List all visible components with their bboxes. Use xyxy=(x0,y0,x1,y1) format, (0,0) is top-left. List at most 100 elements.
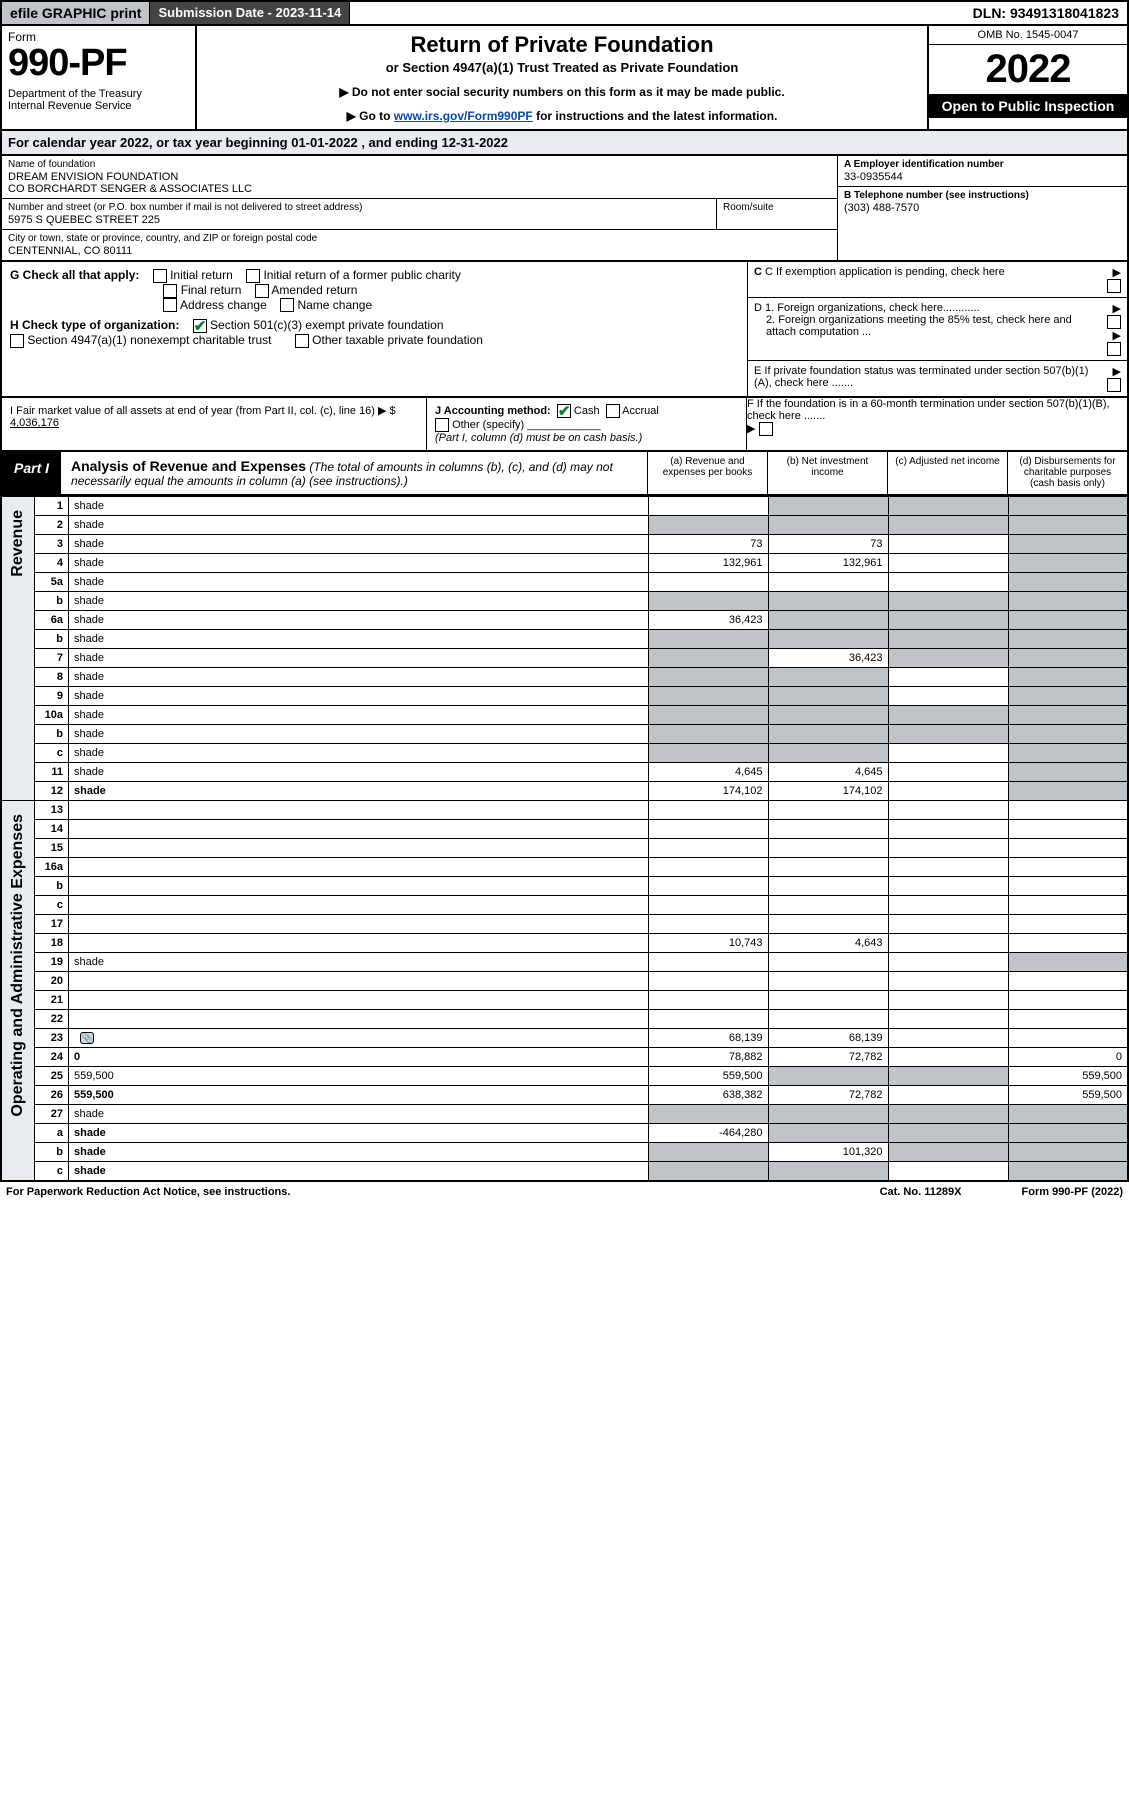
line-desc xyxy=(69,839,649,858)
cell-d xyxy=(1008,934,1128,953)
h-opt-3: Other taxable private foundation xyxy=(312,333,483,347)
line-desc: shade xyxy=(69,744,649,763)
f-label: F If the foundation is in a 60-month ter… xyxy=(747,398,1127,422)
table-row: Revenue1shade xyxy=(1,497,1128,516)
footer-mid: Cat. No. 11289X xyxy=(290,1186,1021,1198)
line-desc: shade xyxy=(69,1105,649,1124)
line-desc: shade xyxy=(69,1124,649,1143)
line-number: 21 xyxy=(35,991,69,1010)
line-number: 15 xyxy=(35,839,69,858)
checkbox-c[interactable] xyxy=(1107,279,1121,293)
line-desc xyxy=(69,801,649,820)
h-row: H Check type of organization: Section 50… xyxy=(10,318,739,348)
checkbox-initial-former[interactable] xyxy=(246,269,260,283)
cell-c xyxy=(888,877,1008,896)
cell-b xyxy=(768,725,888,744)
line-desc xyxy=(69,991,649,1010)
cell-a xyxy=(648,877,768,896)
cell-b xyxy=(768,820,888,839)
ein-label: A Employer identification number xyxy=(844,159,1121,170)
cell-b xyxy=(768,668,888,687)
cell-b xyxy=(768,1105,888,1124)
part1-title-cell: Analysis of Revenue and Expenses (The to… xyxy=(61,452,647,494)
table-row: 12shade174,102174,102 xyxy=(1,782,1128,801)
cell-a xyxy=(648,592,768,611)
attachment-icon[interactable]: 📎 xyxy=(80,1032,94,1044)
checkbox-f[interactable] xyxy=(759,422,773,436)
table-row: 2shade xyxy=(1,516,1128,535)
line-desc: shade xyxy=(69,535,649,554)
open-to-public: Open to Public Inspection xyxy=(929,94,1127,118)
table-row: Operating and Administrative Expenses13 xyxy=(1,801,1128,820)
cell-d xyxy=(1008,839,1128,858)
line-number: 1 xyxy=(35,497,69,516)
checkbox-4947[interactable] xyxy=(10,334,24,348)
ein-cell: A Employer identification number 33-0935… xyxy=(838,156,1127,187)
cell-a xyxy=(648,991,768,1010)
cell-b: 132,961 xyxy=(768,554,888,573)
cell-a: -464,280 xyxy=(648,1124,768,1143)
checkbox-501c3[interactable] xyxy=(193,319,207,333)
checkbox-cash[interactable] xyxy=(557,404,571,418)
cell-d xyxy=(1008,687,1128,706)
tel-cell: B Telephone number (see instructions) (3… xyxy=(838,187,1127,217)
line-desc: shade xyxy=(69,573,649,592)
table-row: 8shade xyxy=(1,668,1128,687)
line-desc xyxy=(69,858,649,877)
cell-c xyxy=(888,1105,1008,1124)
checkbox-amended-return[interactable] xyxy=(255,284,269,298)
instr-link[interactable]: www.irs.gov/Form990PF xyxy=(394,109,533,123)
table-row: cshade xyxy=(1,1162,1128,1182)
checkbox-initial-return[interactable] xyxy=(153,269,167,283)
cell-c xyxy=(888,1067,1008,1086)
footer-right: Form 990-PF (2022) xyxy=(1022,1186,1123,1198)
cell-d: 559,500 xyxy=(1008,1086,1128,1105)
checkbox-name-change[interactable] xyxy=(280,298,294,312)
cell-d: 0 xyxy=(1008,1048,1128,1067)
line-desc: shade xyxy=(69,668,649,687)
line-desc xyxy=(69,877,649,896)
cell-d xyxy=(1008,1143,1128,1162)
cell-a xyxy=(648,630,768,649)
cell-c xyxy=(888,516,1008,535)
page-footer: For Paperwork Reduction Act Notice, see … xyxy=(0,1182,1129,1202)
cell-c xyxy=(888,554,1008,573)
checkbox-final-return[interactable] xyxy=(163,284,177,298)
d1-label: D 1. Foreign organizations, check here..… xyxy=(754,302,980,314)
table-row: b xyxy=(1,877,1128,896)
line-number: 8 xyxy=(35,668,69,687)
checkbox-other-method[interactable] xyxy=(435,418,449,432)
cell-d xyxy=(1008,649,1128,668)
checkbox-address-change[interactable] xyxy=(163,298,177,312)
col-d-hdr: (d) Disbursements for charitable purpose… xyxy=(1007,452,1127,494)
cell-b xyxy=(768,801,888,820)
line-number: 24 xyxy=(35,1048,69,1067)
cell-d xyxy=(1008,858,1128,877)
table-row: 6ashade36,423 xyxy=(1,611,1128,630)
cell-b xyxy=(768,744,888,763)
tel-label: B Telephone number (see instructions) xyxy=(844,190,1121,201)
g-opt-1: Initial return of a former public charit… xyxy=(263,268,460,282)
g-opt-0: Initial return xyxy=(170,268,233,282)
cell-b: 36,423 xyxy=(768,649,888,668)
table-row: bshade xyxy=(1,630,1128,649)
table-row: 19shade xyxy=(1,953,1128,972)
table-row: bshade xyxy=(1,592,1128,611)
table-row: 4shade132,961132,961 xyxy=(1,554,1128,573)
checkbox-other-taxable[interactable] xyxy=(295,334,309,348)
checkbox-accrual[interactable] xyxy=(606,404,620,418)
cell-a xyxy=(648,706,768,725)
cell-a: 73 xyxy=(648,535,768,554)
cell-a: 36,423 xyxy=(648,611,768,630)
checkbox-d1[interactable] xyxy=(1107,315,1121,329)
cell-c xyxy=(888,535,1008,554)
checkbox-d2[interactable] xyxy=(1107,342,1121,356)
cell-b xyxy=(768,687,888,706)
identity-block: Name of foundation DREAM ENVISION FOUNDA… xyxy=(0,156,1129,262)
cell-d xyxy=(1008,516,1128,535)
cell-d xyxy=(1008,554,1128,573)
cell-b xyxy=(768,630,888,649)
checkbox-e[interactable] xyxy=(1107,378,1121,392)
cell-c xyxy=(888,706,1008,725)
col-a-hdr: (a) Revenue and expenses per books xyxy=(647,452,767,494)
